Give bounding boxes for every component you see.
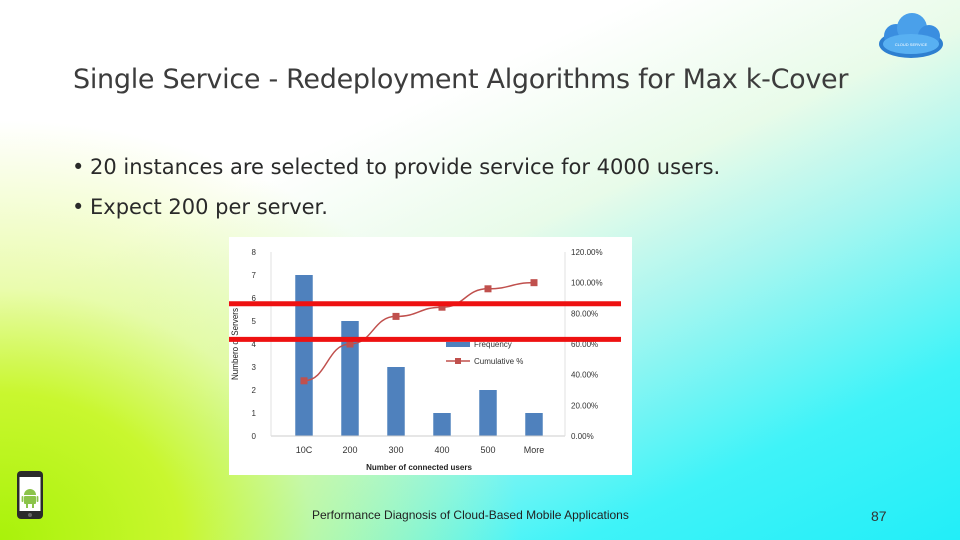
bullet-item: • 20 instances are selected to provide se…	[72, 147, 720, 187]
cumulative-point	[392, 312, 400, 320]
bar	[341, 321, 359, 436]
y-right-tick-label: 20.00%	[571, 401, 598, 410]
y-left-tick-label: 5	[252, 317, 257, 326]
cloud-logo-icon: CLOUD SERVICE	[879, 13, 943, 58]
y-right-tick-label: 120.00%	[571, 248, 603, 257]
cumulative-line	[303, 281, 535, 382]
logo-text: CLOUD SERVICE	[895, 42, 928, 47]
legend-swatch-frequency	[446, 342, 470, 347]
y-right-tick-label: 40.00%	[571, 371, 598, 380]
y-right-tick-label: 100.00%	[571, 279, 603, 288]
x-tick-label: 500	[480, 445, 495, 455]
bar	[525, 413, 543, 436]
x-tick-label: 300	[388, 445, 403, 455]
page-number: 87	[871, 508, 887, 524]
bullet-item: • Expect 200 per server.	[72, 187, 720, 227]
y-axis-label: Numbero of Servers	[230, 308, 240, 380]
slide-title: Single Service - Redeployment Algorithms…	[73, 64, 849, 95]
y-left-tick-label: 3	[252, 363, 257, 372]
bar	[387, 367, 405, 436]
cumulative-point	[438, 303, 446, 311]
y-right-tick-label: 80.00%	[571, 309, 598, 318]
cumulative-point	[530, 279, 538, 287]
bar	[479, 390, 497, 436]
footer-text: Performance Diagnosis of Cloud-Based Mob…	[312, 508, 629, 522]
bullet-icon: •	[72, 155, 85, 179]
bullet-list: • 20 instances are selected to provide se…	[72, 147, 720, 227]
y-right-tick-label: 0.00%	[571, 432, 594, 441]
cumulative-point	[300, 377, 308, 385]
y-left-tick-label: 1	[252, 409, 257, 418]
cumulative-point	[346, 340, 354, 348]
y-left-tick-label: 2	[252, 386, 257, 395]
y-left-tick-label: 4	[252, 340, 257, 349]
x-tick-label: More	[524, 445, 545, 455]
x-tick-label: 10C	[296, 445, 313, 455]
y-left-tick-label: 0	[252, 432, 257, 441]
legend-swatch-cumulative-marker	[455, 358, 461, 364]
bullet-text: Expect 200 per server.	[90, 195, 328, 219]
legend-label-frequency: Frequency	[474, 340, 512, 349]
bullet-icon: •	[72, 195, 85, 219]
y-right-tick-label: 60.00%	[571, 340, 598, 349]
chart-panel: 0 1 2 3 4 5 6 7 8 0.00% 20.00% 40.00% 60.00% 80.00% 10…	[229, 237, 632, 475]
android-phone-icon	[17, 471, 43, 519]
cumulative-point	[484, 285, 492, 293]
pareto-chart: 0123456780.00%20.00%40.00%60.00%80.00%10…	[230, 248, 603, 472]
y-left-tick-label: 6	[252, 294, 257, 303]
y-left-tick-label: 8	[252, 248, 257, 257]
x-tick-label: 200	[342, 445, 357, 455]
bullet-text: 20 instances are selected to provide ser…	[90, 155, 721, 179]
bar	[295, 275, 313, 436]
x-tick-label: 400	[434, 445, 449, 455]
legend-label-cumulative: Cumulative %	[474, 357, 523, 366]
bar	[433, 413, 451, 436]
x-axis-label: Number of connected users	[366, 463, 472, 472]
y-left-tick-label: 7	[252, 271, 257, 280]
